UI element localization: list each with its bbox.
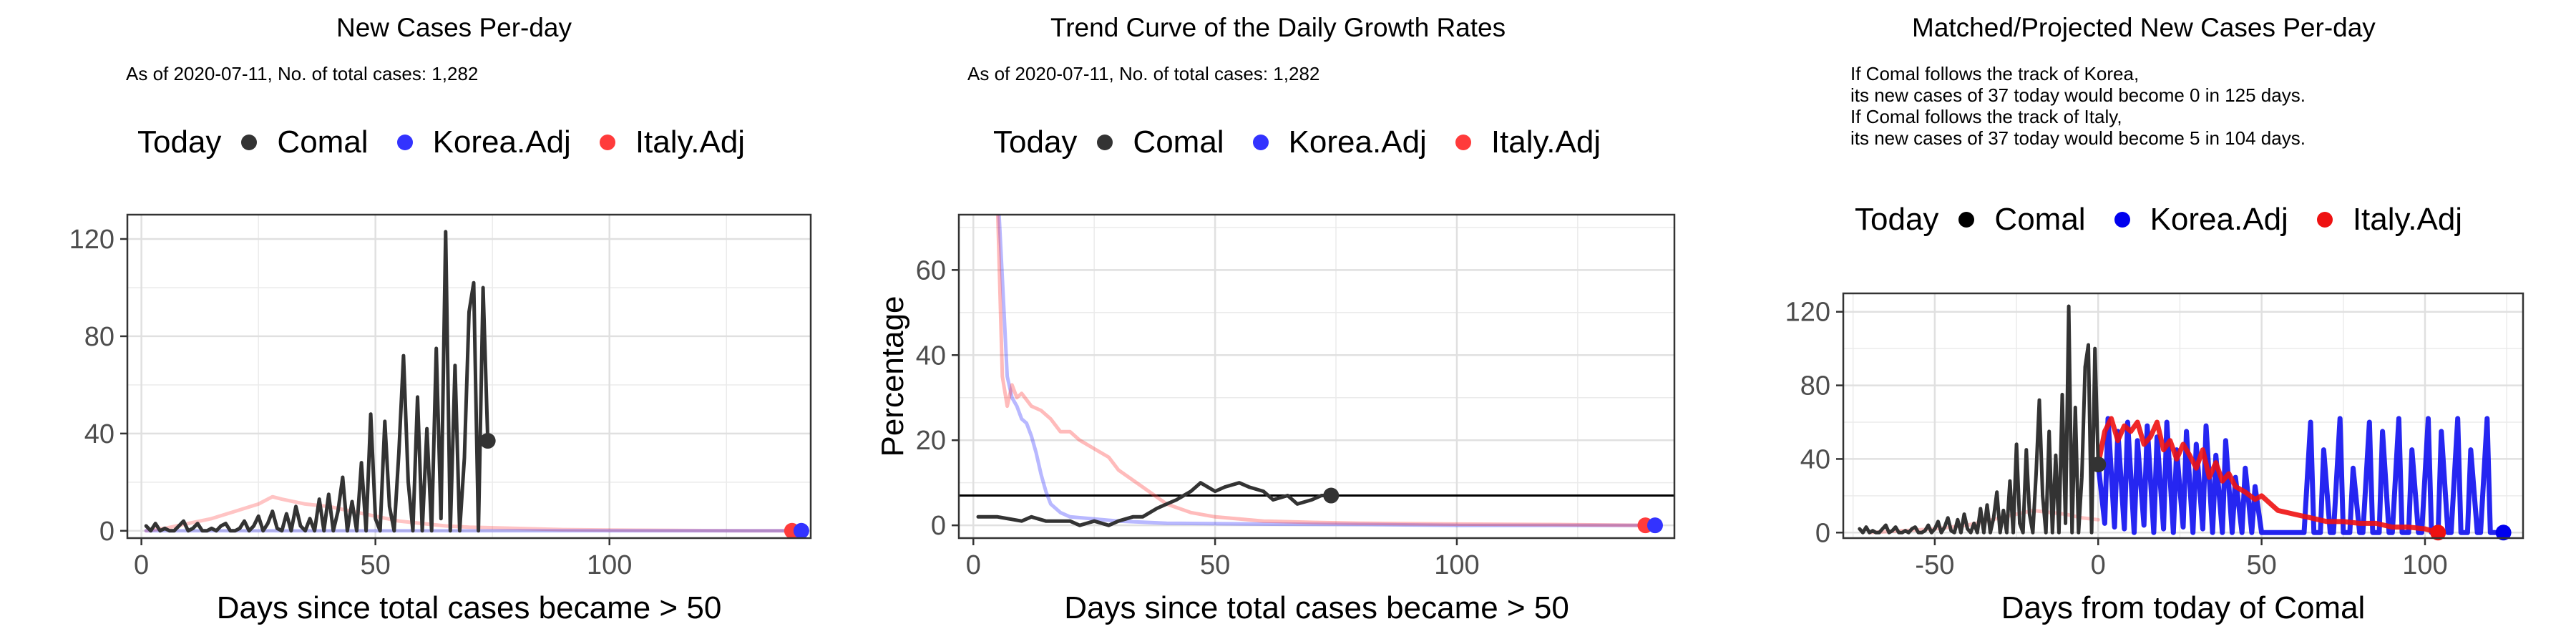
legend-marker-korea [1252,135,1269,150]
series-line-comal [144,230,490,533]
series-line-comal [1858,304,2100,535]
y-tick-label: 20 [916,426,946,456]
plot-growth-rates: 0 50 100 0 20 40 60 Days since total cases beca… [875,213,1676,625]
legend-title: Today [1855,202,1939,237]
plot-border [126,213,812,540]
y-tick-label: 40 [916,341,946,371]
plot-border [957,213,1676,540]
legend-label-italy: Italy.Adj [2352,202,2463,237]
x-axis-label: Days from today of Comal [2001,590,2366,625]
chart-subtitle: As of 2020-07-11, No. of total cases: 1,… [126,63,479,84]
x-tick-label: 0 [966,550,981,580]
y-axis-label: Percentage [875,296,910,457]
y-tick-label: 80 [84,322,114,352]
y-tick-label: 0 [931,511,946,541]
y-tick-label: 120 [69,225,114,255]
series-group [144,230,804,533]
legend-label-italy: Italy.Adj [1491,125,1601,160]
chart-panel-projected: Matched/Projected New Cases Per-day If C… [1717,0,2576,644]
legend-marker-comal [1097,135,1113,150]
series-line-italy-adj [2095,416,2441,535]
y-tick-label: 60 [916,255,946,286]
x-tick-label: 0 [134,550,149,580]
legend-label-italy: Italy.Adj [635,125,746,160]
chart-panel-growth-rates: Trend Curve of the Daily Growth Rates As… [859,0,1717,644]
legend-label-korea: Korea.Adj [1288,125,1427,160]
series-line-italy-adj [995,215,1647,527]
legend-marker-comal [241,135,258,150]
legend-title: Today [137,125,222,160]
series-line-comal [976,481,1333,527]
chart-subtitle: As of 2020-07-11, No. of total cases: 1,… [967,63,1320,84]
y-tick-label: 40 [84,419,114,449]
chart-title: New Cases Per-day [336,13,572,42]
chart-title: Trend Curve of the Daily Growth Rates [1050,13,1506,42]
plot-projected: -50 0 50 100 0 40 80 120 Days from today of Coma… [1785,292,2524,625]
legend: Today Comal Korea.Adj Italy.Adj [137,125,774,160]
legend-marker-comal [1958,212,1975,228]
chart-title: Matched/Projected New Cases Per-day [1912,13,2376,42]
x-axis-label: Days since total cases became > 50 [1064,590,1569,625]
legend-marker-italy [599,135,615,150]
x-tick-label: 50 [361,550,391,580]
plot-new-cases: 0 50 100 0 40 80 120 Days since total cases bec… [69,213,812,625]
legend-marker-korea [396,135,413,150]
x-tick-label: -50 [1915,550,1954,580]
legend-marker-korea [2114,212,2130,228]
today-point-korea-adj [793,522,809,539]
today-point-comal [2090,457,2107,473]
legend-label-comal: Comal [1994,202,2086,237]
legend-label-korea: Korea.Adj [2150,202,2288,237]
x-tick-label: 100 [2402,550,2447,580]
x-tick-label: 50 [1200,550,1230,580]
plot-border [1842,292,2524,540]
today-point-comal [1323,487,1340,504]
today-point-italy-adj [2430,525,2446,541]
y-tick-label: 0 [1815,518,1830,548]
legend-label-comal: Comal [1133,125,1224,160]
series-group [976,215,1657,527]
y-tick-label: 80 [1800,371,1830,401]
y-tick-label: 0 [99,517,114,547]
legend-title: Today [993,125,1078,160]
legend-label-korea: Korea.Adj [432,125,571,160]
chart-panel-new-cases: New Cases Per-day As of 2020-07-11, No. … [0,0,859,644]
x-tick-label: 100 [1434,550,1479,580]
legend-marker-italy [1455,135,1471,150]
y-tick-label: 120 [1785,298,1830,328]
x-tick-label: 50 [2246,550,2276,580]
y-tick-label: 40 [1800,444,1830,474]
today-point-korea-adj [2495,525,2512,541]
legend-marker-italy [2316,212,2333,228]
x-tick-label: 100 [587,550,632,580]
today-point-comal [479,433,496,449]
x-tick-label: 0 [2091,550,2106,580]
series-line-korea-adj [997,215,1657,527]
today-point-korea-adj [1646,517,1663,534]
legend: Today Comal Korea.Adj Italy.Adj [1855,202,2491,238]
legend-label-comal: Comal [277,125,369,160]
x-axis-label: Days since total cases became > 50 [217,590,722,625]
legend: Today Comal Korea.Adj Italy.Adj [993,125,1629,160]
chart-subtitle: If Comal follows the track of Korea, its… [1850,63,2306,149]
series-group [1858,304,2507,535]
